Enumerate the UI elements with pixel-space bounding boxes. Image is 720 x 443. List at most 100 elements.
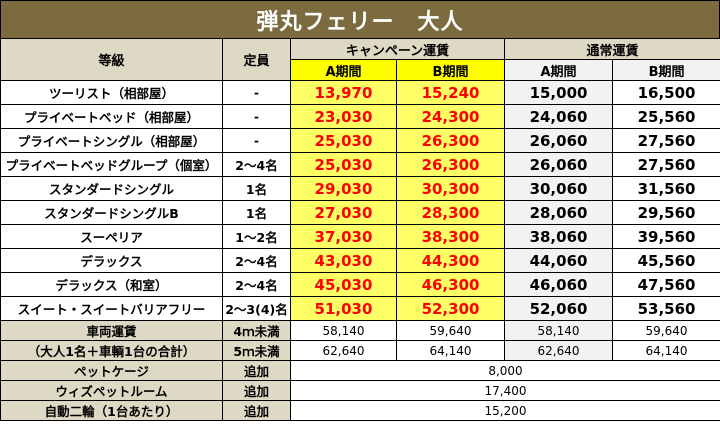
table-row: プライベートベッド（相部屋） - 23,030 24,300 24,060 25… [0, 104, 720, 129]
campaign-b-price: 30,300 [395, 176, 506, 201]
extra-price: 15,200 [289, 400, 720, 421]
vehicle-row: （大人1名＋車輌1台の合計） 5ｍ未満 62,640 64,140 62,640… [0, 340, 720, 361]
table-row: デラックス 2～4名 43,030 44,300 44,060 45,560 [0, 248, 720, 273]
vehicle-normal-b: 64,140 [612, 340, 720, 361]
campaign-a-price: 45,030 [290, 272, 397, 297]
vehicle-campaign-a: 62,640 [290, 340, 397, 361]
vehicle-campaign-b: 59,640 [395, 320, 506, 341]
campaign-a-price: 29,030 [290, 176, 397, 201]
campaign-b-price: 44,300 [395, 248, 506, 273]
room-capacity: 2～3(4)名 [222, 296, 291, 321]
table-row: プライベートベッドグループ（個室） 2～4名 25,030 26,300 26,… [0, 152, 720, 177]
table-row: デラックス（和室） 2～4名 45,030 46,300 46,060 47,5… [0, 272, 720, 297]
vehicle-campaign-b: 64,140 [395, 340, 506, 361]
room-name: スーペリア [0, 224, 223, 249]
table-row: プライベートシングル（相部屋） - 25,030 26,300 26,060 2… [0, 128, 720, 153]
room-name: スイート・スイートバリアフリー [0, 296, 223, 321]
normal-a-price: 52,060 [504, 296, 614, 321]
normal-a-price: 26,060 [504, 128, 614, 153]
normal-b-price: 45,560 [612, 248, 720, 273]
room-capacity: 2～4名 [222, 248, 291, 273]
campaign-a-price: 51,030 [290, 296, 397, 321]
extra-type: 追加 [222, 400, 291, 421]
header-normal: 通常運賃 [504, 38, 720, 60]
header-campaign-b: B期間 [395, 59, 506, 81]
extra-row: ペットケージ 追加 8,000 [0, 360, 720, 381]
room-name: スタンダードシングル [0, 176, 223, 201]
campaign-b-price: 15,240 [395, 80, 506, 105]
normal-b-price: 39,560 [612, 224, 720, 249]
normal-a-price: 30,060 [504, 176, 614, 201]
extra-type: 追加 [222, 360, 291, 381]
extra-row: 自動二輪（1台あたり） 追加 15,200 [0, 400, 720, 421]
vehicle-label: 車両運賃 [0, 320, 223, 341]
extra-row: ウィズペットルーム 追加 17,400 [0, 380, 720, 401]
normal-a-price: 46,060 [504, 272, 614, 297]
room-name: スタンダードシングルB [0, 200, 223, 225]
campaign-b-price: 38,300 [395, 224, 506, 249]
room-capacity: 2～4名 [222, 152, 291, 177]
normal-a-price: 26,060 [504, 152, 614, 177]
campaign-a-price: 27,030 [290, 200, 397, 225]
header-grade: 等級 [0, 38, 223, 81]
table-row: スイート・スイートバリアフリー 2～3(4)名 51,030 52,300 52… [0, 296, 720, 321]
table-row: スタンダードシングル 1名 29,030 30,300 30,060 31,56… [0, 176, 720, 201]
room-name: デラックス（和室） [0, 272, 223, 297]
campaign-a-price: 23,030 [290, 104, 397, 129]
room-name: プライベートベッド（相部屋） [0, 104, 223, 129]
campaign-b-price: 52,300 [395, 296, 506, 321]
header-capacity: 定員 [222, 38, 291, 81]
vehicle-label-note: （大人1名＋車輌1台の合計） [0, 340, 223, 361]
campaign-a-price: 25,030 [290, 152, 397, 177]
room-capacity: - [222, 104, 291, 129]
room-name: プライベートシングル（相部屋） [0, 128, 223, 153]
normal-b-price: 31,560 [612, 176, 720, 201]
normal-b-price: 27,560 [612, 128, 720, 153]
header-normal-a: A期間 [504, 59, 614, 81]
vehicle-normal-a: 62,640 [504, 340, 614, 361]
room-capacity: 2～4名 [222, 272, 291, 297]
room-capacity: 1～2名 [222, 224, 291, 249]
extra-name: ペットケージ [0, 360, 223, 381]
extra-name: ウィズペットルーム [0, 380, 223, 401]
room-capacity: 1名 [222, 200, 291, 225]
campaign-a-price: 25,030 [290, 128, 397, 153]
extra-price: 17,400 [289, 380, 720, 401]
vehicle-normal-a: 58,140 [504, 320, 614, 341]
campaign-b-price: 28,300 [395, 200, 506, 225]
page-title: 弾丸フェリー 大人 [0, 0, 720, 39]
vehicle-campaign-a: 58,140 [290, 320, 397, 341]
extra-type: 追加 [222, 380, 291, 401]
room-capacity: - [222, 80, 291, 105]
extra-name: 自動二輪（1台あたり） [0, 400, 223, 421]
campaign-a-price: 37,030 [290, 224, 397, 249]
normal-b-price: 25,560 [612, 104, 720, 129]
table-row: スーペリア 1～2名 37,030 38,300 38,060 39,560 [0, 224, 720, 249]
room-name: ツーリスト（相部屋） [0, 80, 223, 105]
campaign-b-price: 46,300 [395, 272, 506, 297]
normal-a-price: 38,060 [504, 224, 614, 249]
normal-a-price: 15,000 [504, 80, 614, 105]
vehicle-normal-b: 59,640 [612, 320, 720, 341]
room-capacity: - [222, 128, 291, 153]
room-name: デラックス [0, 248, 223, 273]
normal-b-price: 16,500 [612, 80, 720, 105]
normal-b-price: 47,560 [612, 272, 720, 297]
normal-b-price: 29,560 [612, 200, 720, 225]
vehicle-size: 4ｍ未満 [222, 320, 291, 341]
campaign-b-price: 26,300 [395, 128, 506, 153]
campaign-b-price: 24,300 [395, 104, 506, 129]
normal-b-price: 53,560 [612, 296, 720, 321]
header-normal-b: B期間 [612, 59, 720, 81]
normal-a-price: 28,060 [504, 200, 614, 225]
campaign-b-price: 26,300 [395, 152, 506, 177]
vehicle-size: 5ｍ未満 [222, 340, 291, 361]
fare-table: 等級 定員 キャンペーン運賃 通常運賃 A期間 B期間 A期間 B期間 ツーリス… [0, 38, 720, 421]
normal-a-price: 24,060 [504, 104, 614, 129]
vehicle-row: 車両運賃 4ｍ未満 58,140 59,640 58,140 59,640 [0, 320, 720, 341]
normal-a-price: 44,060 [504, 248, 614, 273]
normal-b-price: 27,560 [612, 152, 720, 177]
room-name: プライベートベッドグループ（個室） [0, 152, 223, 177]
room-capacity: 1名 [222, 176, 291, 201]
